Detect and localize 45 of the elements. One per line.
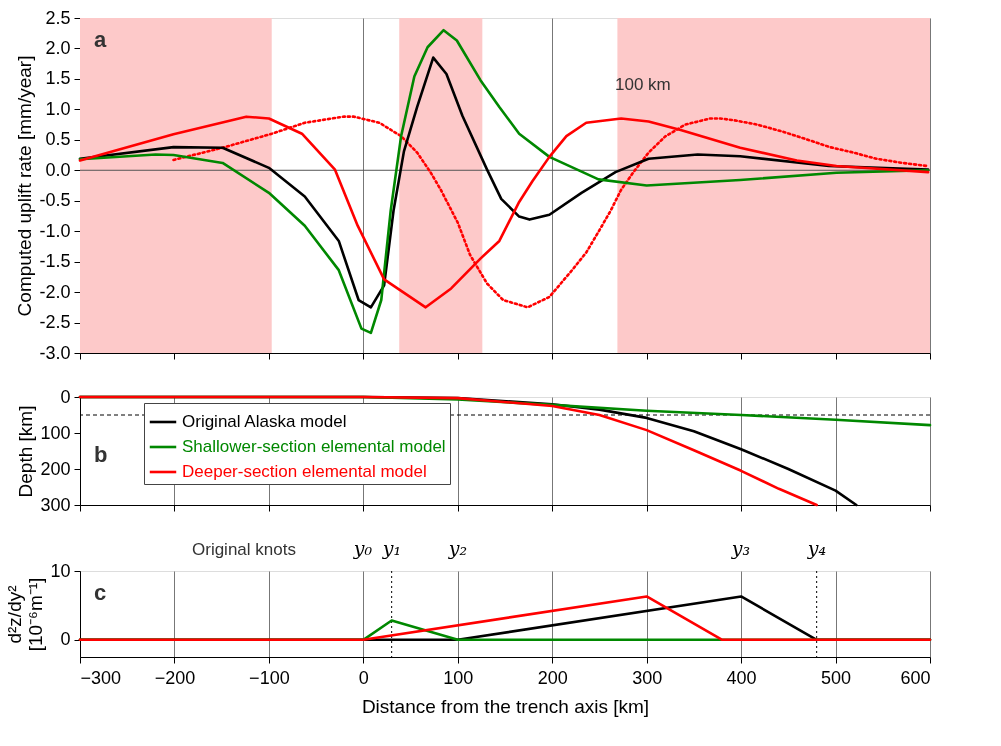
y-tick-label: -2.0 [39, 281, 71, 302]
y-tick-label: 1.5 [45, 68, 71, 89]
x-tick-label: 0 [358, 667, 369, 688]
text: y₀ [352, 537, 373, 559]
y-tick-label: 2.0 [45, 37, 71, 58]
y-tick-label: -2.5 [39, 312, 71, 333]
y-tick-label: 300 [40, 494, 71, 515]
x-tick-label: −200 [154, 667, 196, 688]
text: y₁ [381, 537, 402, 559]
annotation: b [94, 442, 108, 467]
y-axis-title: d²z/dy² [10⁻⁶m⁻¹] [4, 577, 47, 652]
y-axis-title: Depth [km] [15, 405, 37, 498]
text: y₄ [806, 537, 827, 559]
x-tick-label: 500 [821, 667, 852, 688]
x-tick-label: 300 [632, 667, 663, 688]
x-tick-label: 400 [726, 667, 757, 688]
x-tick-label: 200 [537, 667, 568, 688]
y-tick-label: 0 [60, 629, 71, 650]
x-tick-label: −100 [249, 667, 290, 688]
x-tick-label: −300 [80, 667, 122, 688]
legend-label: Deeper-section elemental model [182, 462, 427, 481]
annotation: 100 km [615, 75, 671, 94]
legend-label: Shallower-section elemental model [182, 437, 446, 456]
y-tick-label: -1.5 [39, 251, 71, 272]
y-tick-label: -3.0 [39, 342, 71, 363]
y-tick-label: 0.0 [45, 159, 71, 180]
y-tick-label: 10 [50, 560, 71, 581]
x-axis-title: Distance from the trench axis [km] [361, 695, 650, 717]
y-tick-label: 0.5 [45, 129, 71, 150]
y-tick-label: 1.0 [45, 98, 71, 119]
x-tick-label: 100 [443, 667, 474, 688]
y-tick-label: -1.0 [39, 220, 71, 241]
text: y₂ [447, 537, 468, 559]
y-tick-label: -0.5 [39, 190, 71, 211]
text: Original knots [192, 540, 296, 559]
y-tick-label: 100 [40, 422, 71, 443]
annotation: c [94, 580, 107, 605]
y-axis-title: Computed uplift rate [mm/year] [14, 55, 36, 317]
x-tick-label: 600 [900, 667, 931, 688]
y-tick-label: 200 [40, 458, 71, 479]
legend-label: Original Alaska model [182, 412, 347, 431]
y-tick-label: 0 [60, 386, 71, 407]
y-tick-label: 2.5 [45, 7, 71, 28]
text: y₃ [730, 537, 751, 559]
annotation: a [94, 27, 107, 52]
